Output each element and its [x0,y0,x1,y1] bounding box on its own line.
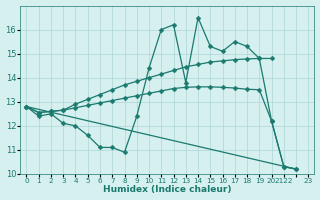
X-axis label: Humidex (Indice chaleur): Humidex (Indice chaleur) [103,185,232,194]
